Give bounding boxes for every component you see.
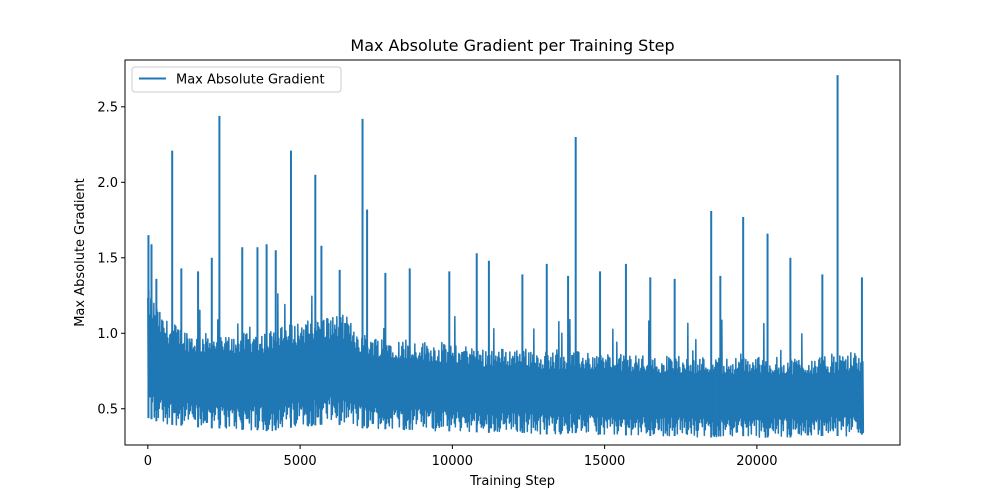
legend: Max Absolute Gradient: [131, 66, 342, 93]
y-tick-label: 0.5: [97, 402, 118, 417]
y-axis: 0.5 1.0 1.5 2.0 2.5: [97, 100, 125, 417]
x-tick-label: 10000: [432, 454, 473, 469]
plot-frame: [124, 59, 901, 446]
x-axis: 0 5000 10000 15000 20000: [144, 445, 778, 469]
legend-box: [131, 66, 342, 93]
x-tick-label: 0: [144, 454, 152, 469]
x-tick-label: 15000: [584, 454, 625, 469]
series-layer: [147, 75, 865, 438]
x-tick-label: 20000: [736, 454, 777, 469]
y-tick-label: 1.5: [97, 251, 118, 266]
y-tick-label: 1.0: [97, 327, 118, 342]
legend-label: Max Absolute Gradient: [176, 73, 325, 88]
y-tick-label: 2.0: [97, 176, 118, 191]
x-axis-label: Training Step: [469, 474, 555, 489]
chart-title: Max Absolute Gradient per Training Step: [350, 36, 674, 55]
x-tick-label: 5000: [284, 454, 317, 469]
y-tick-label: 2.5: [97, 100, 118, 115]
y-axis-label: Max Absolute Gradient: [73, 178, 88, 327]
